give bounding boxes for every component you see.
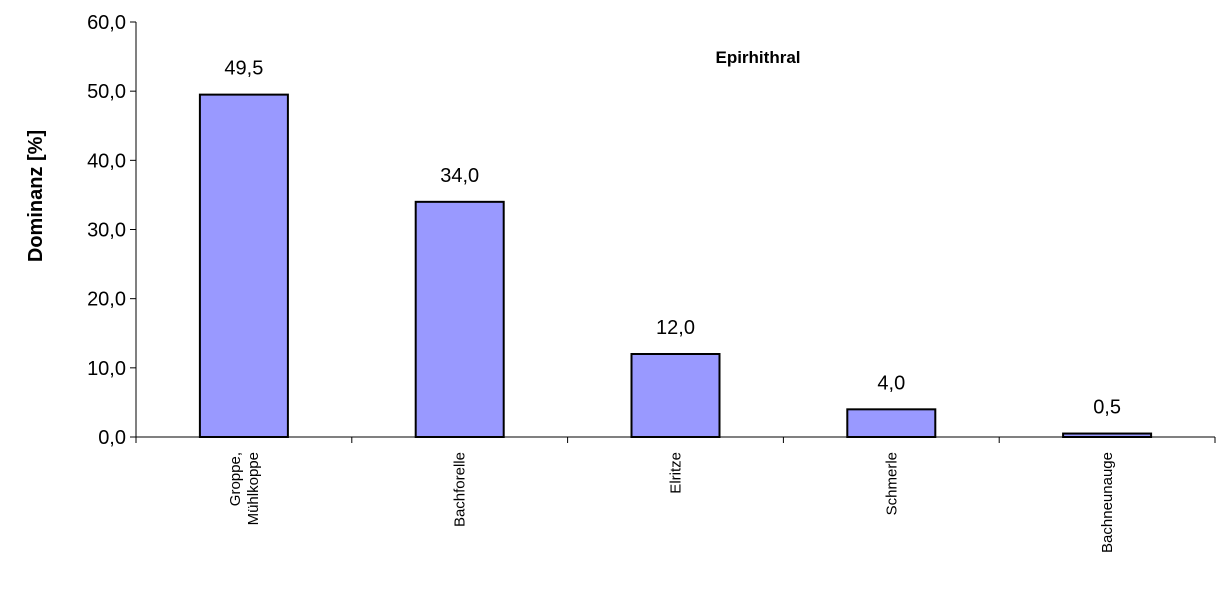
y-tick-label: 30,0 xyxy=(87,220,126,242)
bar xyxy=(846,408,937,439)
category-labels: Groppe, Mühlkoppe Bachforelle Elritze Schmer… xyxy=(227,452,1116,553)
y-tick-label: 50,0 xyxy=(87,81,126,103)
bar xyxy=(414,200,505,438)
y-tick-label: 20,0 xyxy=(87,289,126,311)
category-label: Bachforelle xyxy=(452,452,469,527)
y-tick-label: 60,0 xyxy=(87,12,126,34)
data-label: 0,5 xyxy=(1093,397,1121,419)
chart-title: Epirhithral xyxy=(715,48,800,67)
category-label: Schmerle xyxy=(883,452,900,515)
data-label: 34,0 xyxy=(440,165,479,187)
category-label: Elritze xyxy=(668,452,685,494)
y-axis: 0,0 10,0 20,0 30,0 40,0 50,0 60,0 xyxy=(87,12,137,449)
bar xyxy=(630,353,721,438)
y-tick-label: 10,0 xyxy=(87,358,126,380)
category-label: Bachneunauge xyxy=(1099,452,1116,553)
category-label: Mühlkoppe xyxy=(245,452,262,525)
bars xyxy=(198,93,1153,439)
y-axis-label: Dominanz [%] xyxy=(25,130,47,262)
data-label: 49,5 xyxy=(224,58,263,80)
bar xyxy=(198,93,289,438)
data-labels: 49,5 34,0 12,0 4,0 0,5 xyxy=(224,58,1121,419)
data-label: 12,0 xyxy=(656,317,695,339)
y-tick-label: 40,0 xyxy=(87,150,126,172)
category-label: Groppe, xyxy=(227,452,244,506)
data-label: 4,0 xyxy=(877,372,905,394)
y-tick-label: 0,0 xyxy=(98,427,126,449)
bar xyxy=(1062,432,1153,438)
